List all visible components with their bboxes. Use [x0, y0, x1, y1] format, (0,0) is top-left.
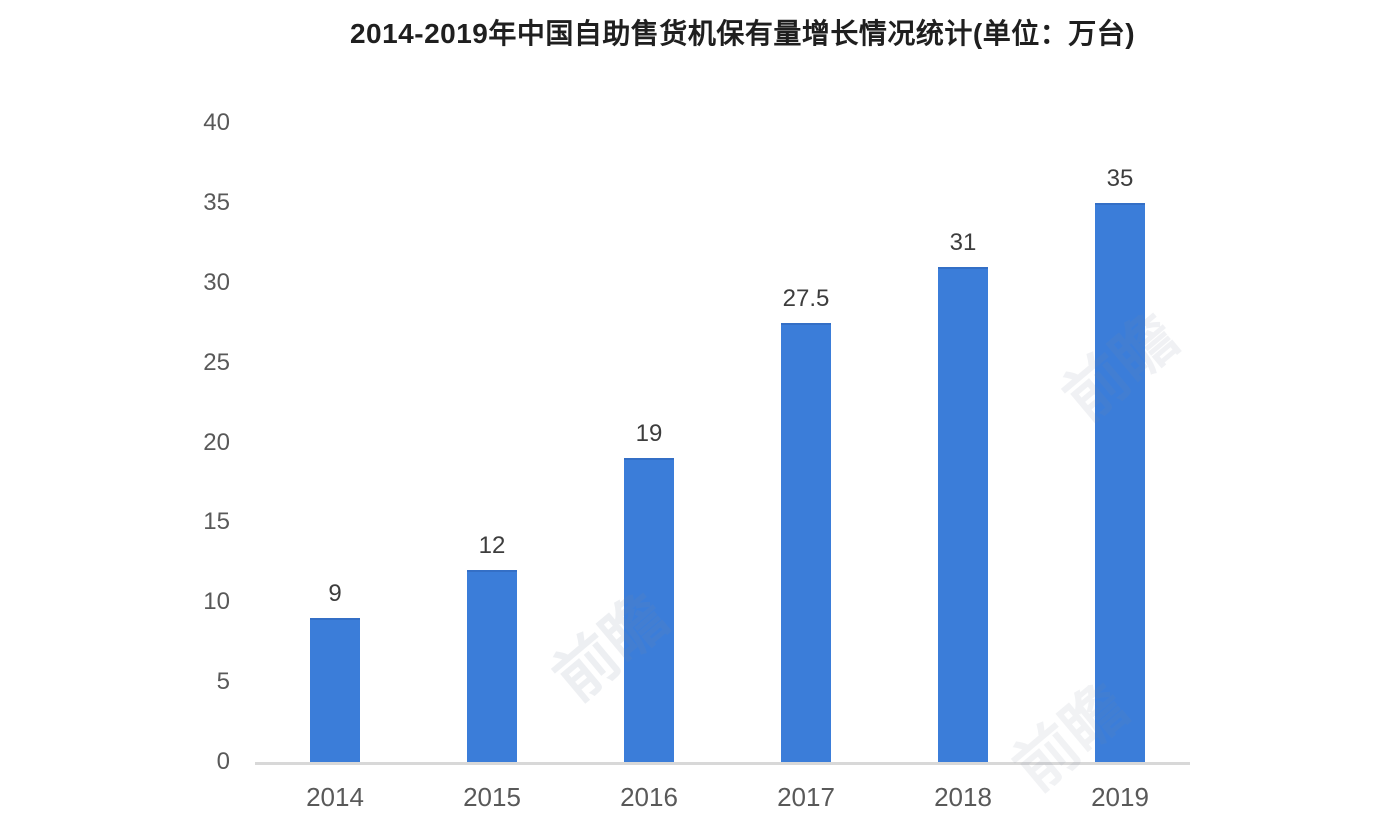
value-label-2017: 27.5 — [782, 284, 830, 312]
y-tick-label-40: 40 — [203, 109, 230, 136]
x-tick-label-2019: 2019 — [1091, 782, 1149, 812]
x-tick-label-2016: 2016 — [620, 782, 678, 812]
bar-2019 — [1095, 202, 1145, 762]
bar-2014 — [310, 618, 360, 762]
y-tick-label-5: 5 — [216, 668, 230, 696]
x-tick-label-2014: 2014 — [306, 782, 364, 812]
bar-2018 — [938, 266, 988, 762]
y-tick-label-20: 20 — [203, 428, 230, 456]
bar-2017 — [781, 322, 831, 762]
y-tick-label-25: 25 — [203, 348, 230, 376]
y-tick-label-10: 10 — [203, 588, 230, 616]
x-tick-label-2015: 2015 — [463, 782, 521, 812]
value-label-2015: 12 — [478, 532, 506, 560]
value-label-2019: 35 — [1106, 164, 1134, 192]
x-tick-label-2018: 2018 — [934, 782, 992, 812]
x-tick-label-2017: 2017 — [777, 782, 835, 812]
value-label-2016: 19 — [635, 420, 663, 448]
bar-2016 — [624, 458, 674, 762]
value-label-2014: 9 — [328, 580, 342, 608]
y-tick-label-30: 30 — [203, 268, 230, 296]
x-axis-line — [255, 762, 1190, 765]
value-label-2018: 31 — [949, 228, 977, 256]
y-tick-label-35: 35 — [203, 188, 230, 216]
chart-title: 2014-2019年中国自助售货机保有量增长情况统计(单位：万台) — [349, 18, 1136, 49]
y-tick-label-15: 15 — [203, 508, 230, 536]
y-tick-label-0: 0 — [216, 748, 230, 775]
bar-2015 — [467, 570, 517, 762]
